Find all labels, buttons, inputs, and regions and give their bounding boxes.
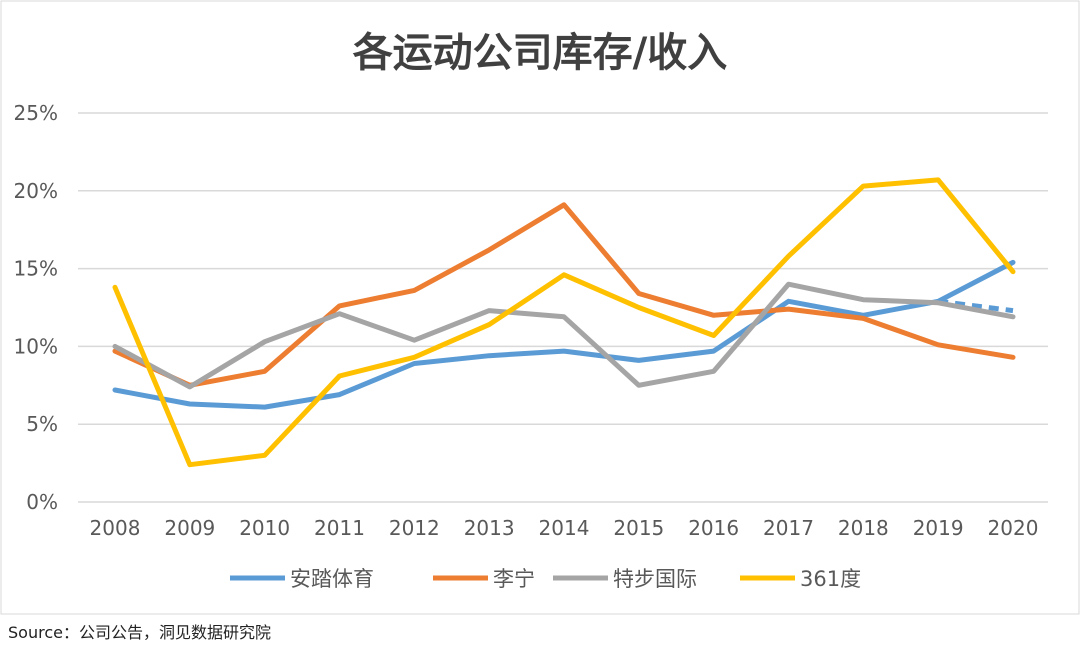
series-line-2 (112, 281, 1016, 390)
y-tick-label: 0% (26, 490, 58, 514)
x-tick-label: 2013 (464, 516, 515, 540)
legend-label: 安踏体育 (290, 567, 374, 591)
x-tick-label: 2011 (314, 516, 365, 540)
chart-title: 各运动公司库存/收入 (353, 30, 728, 76)
y-tick-label: 25% (14, 101, 58, 125)
series-line-1 (112, 202, 1016, 388)
y-tick-label: 5% (26, 412, 58, 436)
series-dashed-estimate (937, 298, 1014, 314)
x-tick-label: 2008 (90, 516, 141, 540)
legend-label: 李宁 (493, 567, 535, 591)
x-tick-label: 2020 (988, 516, 1039, 540)
x-tick-label: 2014 (539, 516, 590, 540)
series-line-3 (112, 177, 1016, 468)
legend-label: 特步国际 (613, 567, 697, 591)
source-note: Source：公司公告，洞见数据研究院 (8, 619, 271, 643)
x-tick-label: 2016 (688, 516, 739, 540)
y-tick-label: 20% (14, 179, 58, 203)
x-tick-label: 2018 (838, 516, 889, 540)
x-tick-label: 2015 (613, 516, 664, 540)
y-tick-label: 15% (14, 257, 58, 281)
x-tick-label: 2012 (389, 516, 440, 540)
legend-label: 361度 (800, 567, 861, 591)
gridlines (78, 112, 1048, 503)
legend: 安踏体育 李宁 特步国际 361度 (230, 567, 861, 591)
source-text: 公司公告，洞见数据研究院 (78, 623, 271, 642)
series-line-0 (112, 259, 1016, 410)
x-tick-label: 2019 (913, 516, 964, 540)
source-label: Source： (8, 623, 79, 642)
x-axis-ticks: 2008 2009 2010 2011 2012 2013 2014 2015 2016 2017… (90, 516, 1039, 540)
x-tick-label: 2009 (164, 516, 215, 540)
y-tick-label: 10% (14, 334, 58, 358)
x-tick-label: 2010 (239, 516, 290, 540)
series-lines (112, 177, 1016, 468)
x-tick-label: 2017 (763, 516, 814, 540)
y-axis-ticks: 0% 5% 10% 15% 20% 25% (14, 101, 58, 514)
